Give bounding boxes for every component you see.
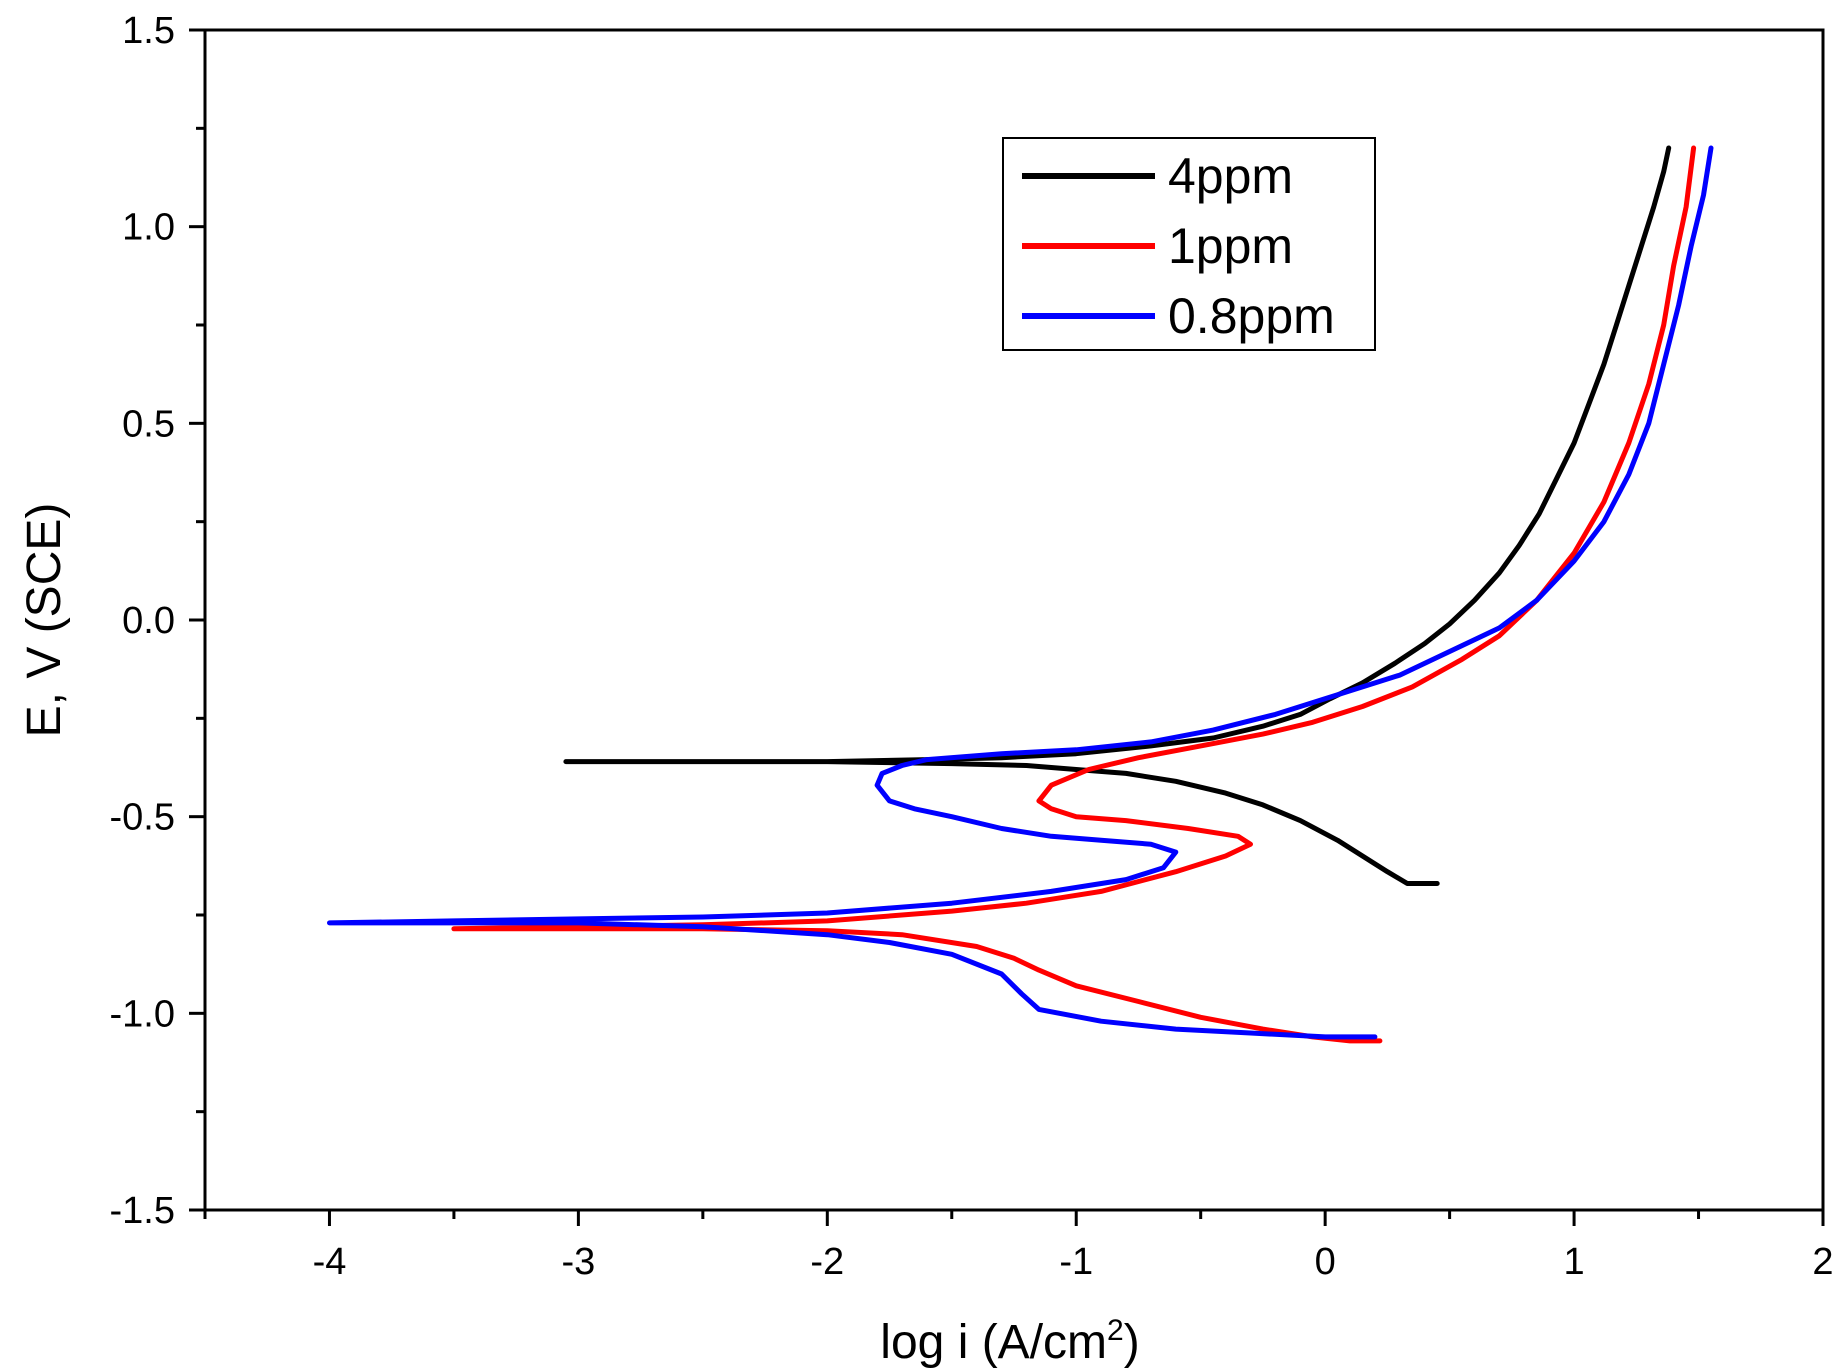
series-line-0.8ppm — [327, 145, 1714, 1040]
y-tick-label: -0.5 — [110, 797, 175, 839]
plot-frame — [203, 28, 1825, 1212]
legend-label-0.8ppm: 0.8ppm — [1168, 288, 1335, 344]
x-axis-title-suffix: ) — [1124, 1316, 1140, 1369]
x-axis-title-main: log i (A/cm — [880, 1316, 1107, 1369]
x-axis-title-superscript: 2 — [1107, 1314, 1124, 1347]
series-layer — [327, 145, 1714, 1044]
x-tick-label: -1 — [1059, 1241, 1093, 1283]
y-tick-label: 1.5 — [122, 10, 175, 52]
y-tick-label: 1.0 — [122, 207, 175, 249]
x-axis-title: log i (A/cm2) — [880, 1314, 1139, 1369]
x-tick-label: -4 — [313, 1241, 347, 1283]
x-tick-label: -3 — [561, 1241, 595, 1283]
y-tick-label: -1.5 — [110, 1190, 175, 1232]
x-tick-label: 2 — [1812, 1241, 1833, 1283]
x-tick-label: -2 — [810, 1241, 844, 1283]
x-tick-label: 1 — [1564, 1241, 1585, 1283]
y-tick-label: 0.5 — [122, 403, 175, 445]
legend: 4ppm 1ppm 0.8ppm — [1002, 137, 1376, 351]
y-tick-label: 0.0 — [122, 600, 175, 642]
legend-label-4ppm: 4ppm — [1168, 148, 1293, 204]
y-tick-label: -1.0 — [110, 993, 175, 1035]
y-axis-title: E, V (SCE) — [18, 503, 71, 738]
x-tick-label: 0 — [1315, 1241, 1336, 1283]
tick-labels: -4 -3 -2 -1 0 1 2 -1.5 -1.0 -0.5 0.0 0.5 1.0 1.5 — [110, 10, 1834, 1283]
legend-label-1ppm: 1ppm — [1168, 218, 1293, 274]
